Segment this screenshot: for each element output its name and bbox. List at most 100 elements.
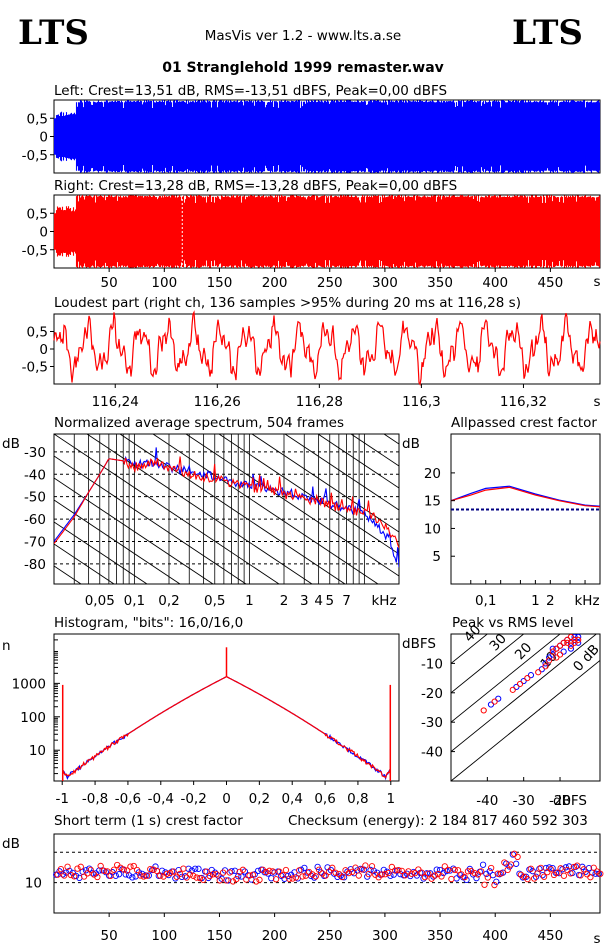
short-term-point-right [507, 861, 515, 868]
short-term-xtick-label: 250 [317, 928, 343, 944]
waveform-x-unit: s [593, 274, 600, 290]
waveform-right-xtick-label: 100 [151, 275, 177, 291]
short-term-point-right [382, 871, 389, 878]
peak-rms-point-right [524, 675, 531, 682]
short-term-point-right [570, 863, 578, 871]
short-term-point-right [484, 874, 491, 881]
short-term-point-right [481, 881, 488, 888]
short-term-point-right [441, 863, 448, 870]
short-term-point-right [312, 873, 319, 880]
short-term-point-right [438, 873, 445, 880]
logo-left: LTS [18, 13, 89, 53]
short-term-point-right [282, 866, 290, 874]
loudest-plot: 0,50 -0,5 116,24 116,26 116,28 116,3 116,32 [22, 310, 601, 410]
loudest-xtick-label: 116,28 [296, 394, 343, 410]
short-term-point-left [268, 875, 275, 882]
short-term-xtick-label: 100 [151, 928, 177, 944]
loudest-ytick-label: 0 [39, 342, 48, 358]
short-term-point-right [206, 872, 214, 880]
short-term-point-right [494, 870, 501, 877]
short-term-point-right [527, 865, 534, 872]
short-term-point-right [530, 875, 538, 882]
waveform-right-xtick-label: 300 [372, 275, 398, 291]
peak-rms-point-left [567, 639, 575, 646]
short-term-point-right [71, 873, 78, 880]
short-term-point-right [302, 872, 309, 879]
short-term-point-right [345, 869, 352, 877]
short-term-point-right [262, 868, 270, 876]
peak-rms-point-left [542, 660, 549, 667]
short-term-xtick-label: 50 [101, 928, 118, 944]
short-term-point-right [190, 872, 197, 879]
short-term-point-right [203, 868, 210, 875]
short-term-point-right [163, 870, 170, 877]
short-term-point-right [80, 873, 88, 880]
short-term-point-right [186, 871, 194, 878]
short-term-point-left [532, 873, 540, 880]
crest-ytick-label: 15 [424, 494, 441, 510]
peak-rms-ytick-label: -20 [421, 686, 443, 702]
short-term-point-right [352, 864, 359, 871]
spectrum-ytick-label: -50 [24, 490, 46, 506]
short-term-point-right [292, 874, 300, 881]
short-term-point-right [200, 876, 207, 883]
peak-rms-xtick-label: -30 [513, 793, 535, 809]
peak-rms-xlabel: dBFS [553, 793, 587, 809]
short-term-title: Short term (1 s) crest factor [54, 813, 243, 829]
short-term-point-right [550, 871, 558, 879]
peak-rms-point-left [520, 677, 527, 685]
waveform-right-xtick-label: 350 [427, 275, 453, 291]
short-term-point-right [587, 874, 594, 881]
peak-rms-diagonal [451, 634, 489, 664]
file-name: 01 Stranglehold 1999 remaster.wav [162, 60, 444, 76]
short-term-point-right [448, 875, 455, 883]
waveform-left-plot: 0,5 0 -0,5 [22, 99, 601, 174]
short-term-point-right [120, 866, 127, 873]
short-term-point-right [534, 870, 541, 877]
crest-plot: 20 15 10 5 0,1 1 2 [424, 433, 601, 609]
short-term-point-right [332, 869, 339, 876]
short-term-point-right [130, 862, 137, 870]
short-term-point-right [253, 878, 260, 885]
spectrum-x-unit: kHz [371, 593, 396, 609]
crest-frame [450, 433, 601, 585]
peak-rms-point-left [546, 654, 553, 661]
peak-rms-point-right [567, 642, 575, 649]
short-term-point-right [296, 867, 303, 874]
spectrum-ytick-label: -80 [24, 557, 46, 573]
short-term-point-right [147, 865, 154, 873]
short-term-point-right [365, 870, 372, 878]
histogram-xtick-label: -0,2 [180, 791, 206, 807]
short-term-point-right [87, 866, 94, 874]
short-term-point-right [388, 863, 396, 871]
loudest-xtick-label: 116,26 [194, 394, 241, 410]
short-term-xtick-label: 350 [427, 928, 453, 944]
waveform-right-xtick-label: 150 [207, 275, 233, 291]
short-term-point-right [276, 868, 283, 875]
short-term-point-right [590, 864, 597, 871]
short-term-point-right [269, 868, 276, 875]
short-term-point-right [309, 871, 316, 878]
short-term-point-right [210, 871, 217, 878]
peak-rms-diagonals [451, 634, 600, 781]
loudest-frame [53, 313, 601, 385]
short-term-point-left [129, 874, 136, 881]
waveform-right-plot: 0,5 0 -0,5 50 100 150 200 250 300 350 400 450 [22, 194, 601, 291]
peak-rms-ytick-label: -10 [421, 656, 443, 672]
short-term-point-right [74, 865, 81, 872]
short-term-ytick-label: 10 [25, 876, 42, 892]
short-term-point-right [319, 870, 326, 877]
spectrum-slope-line [185, 434, 399, 577]
checksum-note: Checksum (energy): 2 184 817 460 592 303 [288, 813, 588, 829]
short-term-point-right [392, 867, 399, 874]
short-term-point-right [140, 873, 147, 880]
peak-rms-diagonal [451, 634, 525, 694]
peak-rms-diagonal [451, 659, 600, 781]
short-term-point-right [418, 869, 425, 876]
spectrum-slope-line [317, 434, 399, 489]
short-term-point-right [67, 871, 75, 879]
peak-rms-point-right [560, 639, 567, 646]
short-term-xtick-label: 150 [207, 928, 233, 944]
short-term-point-left [115, 871, 123, 878]
crest-title: Allpassed crest factor [451, 415, 597, 431]
